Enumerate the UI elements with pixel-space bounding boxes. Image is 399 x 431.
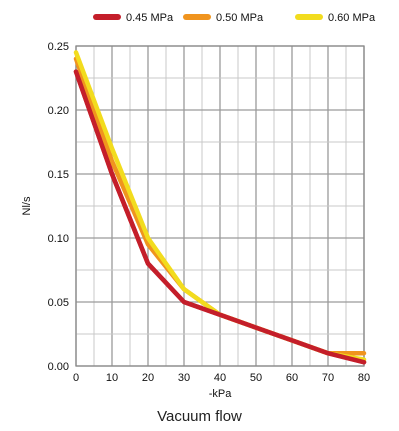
y-tick-label: 0.20 (48, 105, 69, 117)
x-tick-label: 20 (142, 372, 154, 384)
x-tick-label: 0 (73, 372, 79, 384)
y-tick-label: 0.05 (48, 297, 69, 309)
legend-label-1: 0.45 MPa (126, 12, 174, 24)
x-tick-label: 70 (322, 372, 334, 384)
legend: 0.45 MPa 0.50 MPa 0.60 MPa (93, 12, 376, 24)
y-tick-label: 0.00 (48, 361, 69, 373)
x-tick-label: 60 (286, 372, 298, 384)
grid (75, 45, 365, 367)
chart-caption: Vacuum flow (157, 408, 242, 425)
x-tick-label: 30 (178, 372, 190, 384)
legend-label-2: 0.50 MPa (216, 12, 264, 24)
x-tick-label: 40 (214, 372, 226, 384)
y-axis-label: Nl/s (21, 196, 33, 215)
y-tick-label: 0.10 (48, 233, 69, 245)
x-axis-label: -kPa (209, 388, 233, 400)
plot-frame (75, 45, 365, 367)
x-tick-label: 50 (250, 372, 262, 384)
chart-svg: 0.45 MPa 0.50 MPa 0.60 MPa 0 10 20 30 40 50 60 70… (21, 12, 376, 400)
tick-labels: 0 10 20 30 40 50 60 70 80 0.00 0.05 0.10 0.15 0.20 0.2… (48, 41, 371, 384)
series-lines (73, 50, 367, 365)
x-tick-label: 80 (358, 372, 370, 384)
y-tick-label: 0.25 (48, 41, 69, 53)
x-tick-label: 10 (106, 372, 118, 384)
legend-label-3: 0.60 MPa (328, 12, 376, 24)
series-line-1-overlay (73, 69, 367, 365)
y-tick-label: 0.15 (48, 169, 69, 181)
